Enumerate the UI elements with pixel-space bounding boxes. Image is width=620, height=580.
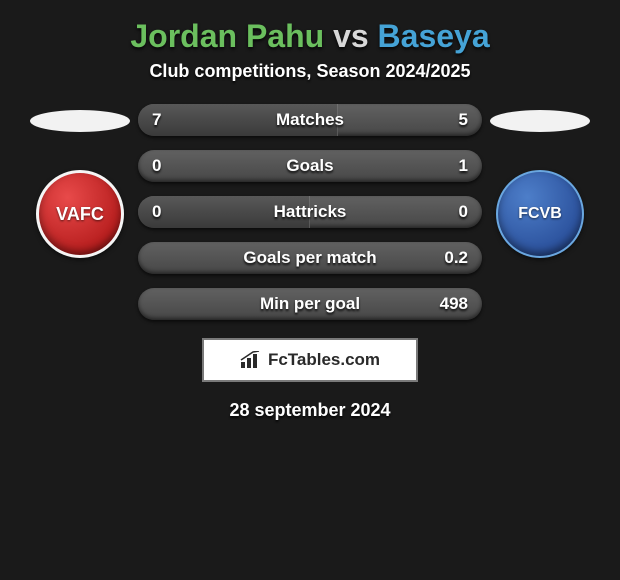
- club-abbrev-left: VAFC: [56, 204, 104, 225]
- stat-value-right: 0: [459, 202, 468, 222]
- stat-label: Goals: [286, 156, 333, 176]
- comparison-card: Jordan Pahu vs Baseya Club competitions,…: [0, 0, 620, 431]
- stat-value-left: 0: [152, 202, 161, 222]
- player1-name: Jordan Pahu: [130, 18, 324, 54]
- stats-column: 7 Matches 5 0 Goals 1 0 Hattricks 0 Goals per mat…: [130, 104, 490, 320]
- main-row: VAFC 7 Matches 5 0 Goals 1 0 Hattricks 0 Goals pe…: [0, 104, 620, 320]
- stat-value-right: 498: [440, 294, 468, 314]
- stat-row: Goals per match 0.2: [138, 242, 482, 274]
- stat-value-right: 0.2: [444, 248, 468, 268]
- club-abbrev-right: FCVB: [518, 205, 562, 223]
- footer-date: 28 september 2024: [229, 400, 390, 421]
- page-title: Jordan Pahu vs Baseya: [130, 18, 489, 55]
- stat-label: Hattricks: [274, 202, 347, 222]
- stat-row: 7 Matches 5: [138, 104, 482, 136]
- branding-box[interactable]: FcTables.com: [202, 338, 418, 382]
- player2-photo-placeholder: [490, 110, 590, 132]
- stat-label: Matches: [276, 110, 344, 130]
- stat-value-right: 5: [459, 110, 468, 130]
- stat-value-left: 0: [152, 156, 161, 176]
- player2-name: Baseya: [378, 18, 490, 54]
- chart-icon: [240, 351, 262, 369]
- stat-value-right: 1: [459, 156, 468, 176]
- stat-row: 0 Goals 1: [138, 150, 482, 182]
- stat-label: Min per goal: [260, 294, 360, 314]
- stat-row: 0 Hattricks 0: [138, 196, 482, 228]
- branding-text: FcTables.com: [268, 350, 380, 370]
- player1-photo-placeholder: [30, 110, 130, 132]
- vs-separator: vs: [333, 18, 369, 54]
- stat-value-left: 7: [152, 110, 161, 130]
- stat-row: Min per goal 498: [138, 288, 482, 320]
- left-club-column: VAFC: [30, 104, 130, 258]
- club-badge-left: VAFC: [36, 170, 124, 258]
- subtitle: Club competitions, Season 2024/2025: [149, 61, 470, 82]
- right-club-column: FCVB: [490, 104, 590, 258]
- club-badge-right: FCVB: [496, 170, 584, 258]
- stat-label: Goals per match: [243, 248, 376, 268]
